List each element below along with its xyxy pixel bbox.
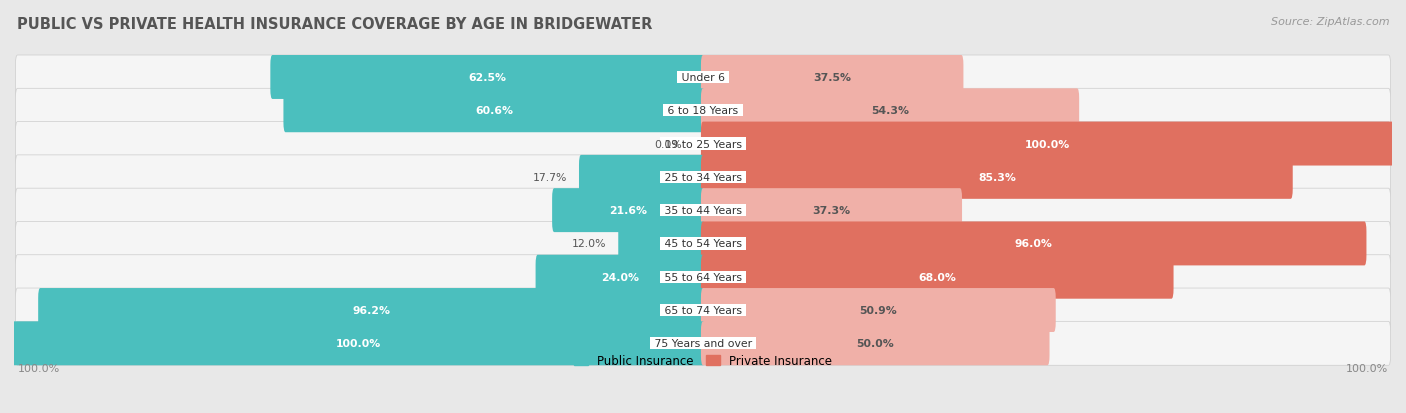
Text: 100.0%: 100.0% [1347, 363, 1389, 373]
Text: 19 to 25 Years: 19 to 25 Years [661, 139, 745, 149]
FancyBboxPatch shape [15, 288, 1391, 332]
FancyBboxPatch shape [702, 255, 1174, 299]
Text: 45 to 54 Years: 45 to 54 Years [661, 239, 745, 249]
FancyBboxPatch shape [702, 288, 1056, 332]
Text: 0.0%: 0.0% [655, 139, 682, 149]
FancyBboxPatch shape [15, 322, 1391, 366]
FancyBboxPatch shape [702, 222, 1367, 266]
FancyBboxPatch shape [702, 122, 1393, 166]
FancyBboxPatch shape [702, 56, 963, 100]
FancyBboxPatch shape [13, 322, 704, 366]
Text: 65 to 74 Years: 65 to 74 Years [661, 305, 745, 315]
Text: 54.3%: 54.3% [872, 106, 910, 116]
Text: 60.6%: 60.6% [475, 106, 513, 116]
Text: 6 to 18 Years: 6 to 18 Years [664, 106, 742, 116]
FancyBboxPatch shape [15, 56, 1391, 100]
Text: 96.2%: 96.2% [353, 305, 391, 315]
FancyBboxPatch shape [702, 156, 1292, 199]
Text: 100.0%: 100.0% [17, 363, 59, 373]
FancyBboxPatch shape [15, 255, 1391, 299]
FancyBboxPatch shape [579, 156, 704, 199]
Text: 12.0%: 12.0% [572, 239, 606, 249]
Text: 24.0%: 24.0% [602, 272, 640, 282]
Text: Source: ZipAtlas.com: Source: ZipAtlas.com [1271, 17, 1389, 26]
FancyBboxPatch shape [702, 189, 962, 233]
Text: Under 6: Under 6 [678, 73, 728, 83]
Text: PUBLIC VS PRIVATE HEALTH INSURANCE COVERAGE BY AGE IN BRIDGEWATER: PUBLIC VS PRIVATE HEALTH INSURANCE COVER… [17, 17, 652, 31]
Text: 50.0%: 50.0% [856, 339, 894, 349]
Legend: Public Insurance, Private Insurance: Public Insurance, Private Insurance [569, 350, 837, 372]
FancyBboxPatch shape [270, 56, 704, 100]
Text: 75 Years and over: 75 Years and over [651, 339, 755, 349]
FancyBboxPatch shape [15, 122, 1391, 166]
Text: 55 to 64 Years: 55 to 64 Years [661, 272, 745, 282]
Text: 96.0%: 96.0% [1015, 239, 1053, 249]
Text: 25 to 34 Years: 25 to 34 Years [661, 173, 745, 183]
FancyBboxPatch shape [702, 322, 1049, 366]
FancyBboxPatch shape [38, 288, 704, 332]
FancyBboxPatch shape [15, 222, 1391, 266]
FancyBboxPatch shape [536, 255, 704, 299]
Text: 85.3%: 85.3% [979, 173, 1015, 183]
Text: 100.0%: 100.0% [1025, 139, 1070, 149]
Text: 50.9%: 50.9% [859, 305, 897, 315]
Text: 35 to 44 Years: 35 to 44 Years [661, 206, 745, 216]
FancyBboxPatch shape [284, 89, 704, 133]
Text: 68.0%: 68.0% [918, 272, 956, 282]
Text: 100.0%: 100.0% [336, 339, 381, 349]
FancyBboxPatch shape [15, 156, 1391, 199]
Text: 21.6%: 21.6% [610, 206, 648, 216]
Text: 17.7%: 17.7% [533, 173, 567, 183]
Text: 62.5%: 62.5% [468, 73, 506, 83]
FancyBboxPatch shape [619, 222, 704, 266]
FancyBboxPatch shape [553, 189, 704, 233]
Text: 37.5%: 37.5% [813, 73, 851, 83]
Text: 37.3%: 37.3% [813, 206, 851, 216]
FancyBboxPatch shape [15, 189, 1391, 233]
FancyBboxPatch shape [702, 89, 1080, 133]
FancyBboxPatch shape [15, 89, 1391, 133]
